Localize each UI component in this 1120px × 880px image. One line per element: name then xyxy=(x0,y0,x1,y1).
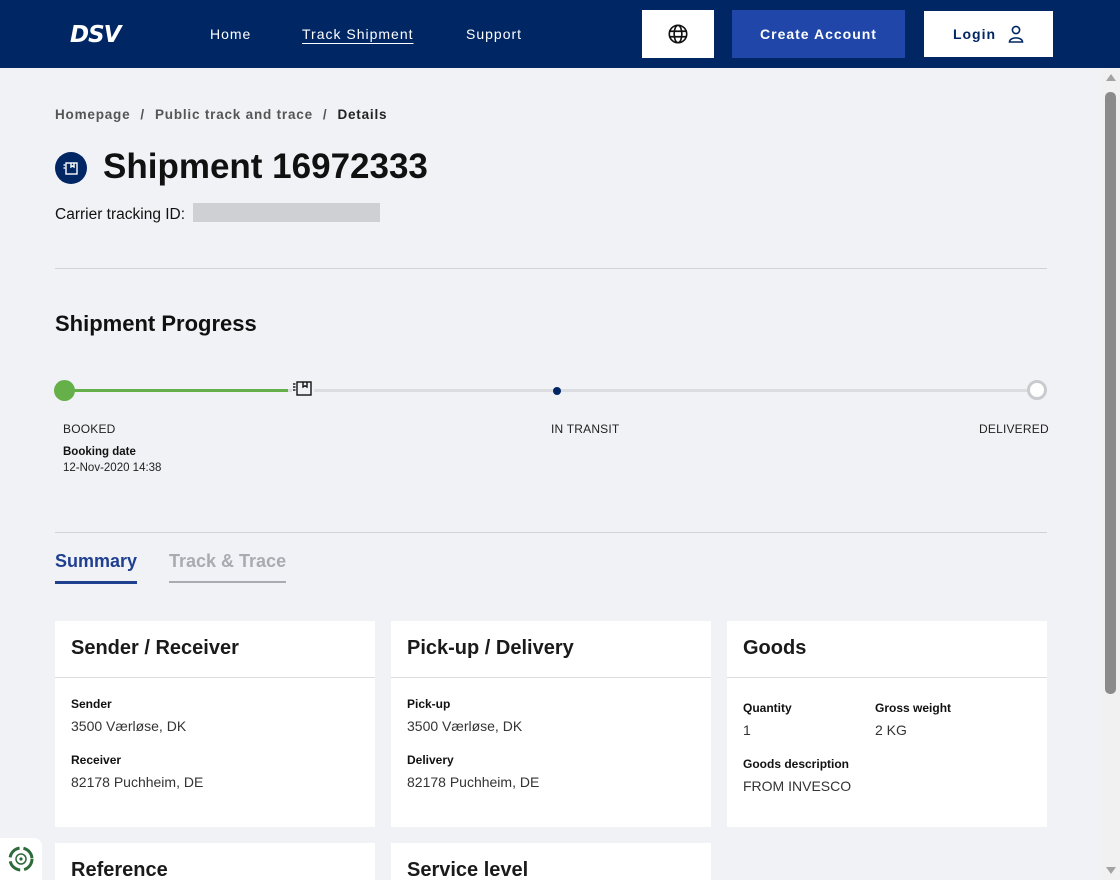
package-icon xyxy=(292,379,314,399)
nav-home-link[interactable]: Home xyxy=(210,26,252,42)
card-title: Sender / Receiver xyxy=(55,621,375,678)
page-title: Shipment 16972333 xyxy=(103,147,428,186)
recycle-badge-icon xyxy=(8,846,34,872)
dsv-logo[interactable]: DSV xyxy=(70,22,121,48)
login-button[interactable]: Login xyxy=(924,11,1053,57)
service-level-card: Service level xyxy=(391,843,711,880)
sender-value: 3500 Værløse, DK xyxy=(71,718,187,734)
receiver-value: 82178 Puchheim, DE xyxy=(71,774,204,790)
step-label-booked: BOOKED xyxy=(63,422,116,436)
shipment-badge xyxy=(55,152,87,184)
vertical-scrollbar[interactable] xyxy=(1102,68,1120,880)
globe-icon xyxy=(668,24,688,44)
goods-description-value: FROM INVESCO xyxy=(743,778,852,794)
step-label-delivered: DELIVERED xyxy=(979,422,1049,436)
card-title: Reference xyxy=(55,843,375,880)
tab-summary[interactable]: Summary xyxy=(55,551,138,584)
progress-track xyxy=(65,389,1037,392)
delivery-label: Delivery xyxy=(407,753,454,767)
quantity-label: Quantity xyxy=(743,701,792,715)
delivery-value: 82178 Puchheim, DE xyxy=(407,774,540,790)
goods-card: Goods Quantity 1 Gross weight 2 KG Goods… xyxy=(727,621,1047,827)
top-navigation-bar: DSV Home Track Shipment Support Create A… xyxy=(0,0,1120,68)
reference-card: Reference xyxy=(55,843,375,880)
booking-date-value: 12-Nov-2020 14:38 xyxy=(63,462,162,474)
gross-weight-label: Gross weight xyxy=(875,701,952,715)
card-title: Service level xyxy=(391,843,711,880)
breadcrumb-details: Details xyxy=(337,107,388,122)
package-icon xyxy=(63,162,78,175)
progress-dot-delivered xyxy=(1027,380,1047,400)
breadcrumb-homepage[interactable]: Homepage xyxy=(55,107,131,122)
pickup-delivery-card: Pick-up / Delivery Pick-up 3500 Værløse,… xyxy=(391,621,711,827)
login-label: Login xyxy=(952,26,997,42)
gross-weight-value: 2 KG xyxy=(875,722,907,738)
scroll-up-arrow-icon[interactable] xyxy=(1106,74,1116,81)
feedback-widget-button[interactable] xyxy=(0,838,42,880)
tab-track-and-trace[interactable]: Track & Trace xyxy=(169,551,287,583)
user-icon xyxy=(1008,25,1024,43)
breadcrumb-separator: / xyxy=(140,107,145,122)
nav-track-shipment-link[interactable]: Track Shipment xyxy=(302,26,414,42)
nav-support-link[interactable]: Support xyxy=(466,26,523,42)
quantity-value: 1 xyxy=(743,722,751,738)
scrollbar-thumb[interactable] xyxy=(1105,92,1116,694)
breadcrumb-public-track[interactable]: Public track and trace xyxy=(154,107,313,122)
carrier-tracking-id-redacted xyxy=(193,203,380,222)
goods-description-label: Goods description xyxy=(743,757,850,771)
breadcrumb-separator: / xyxy=(322,107,328,122)
booking-date-label: Booking date xyxy=(63,446,136,458)
divider xyxy=(55,532,1047,533)
progress-dot-in-transit xyxy=(553,387,561,395)
pickup-label: Pick-up xyxy=(407,697,451,711)
sender-label: Sender xyxy=(71,697,112,711)
receiver-label: Receiver xyxy=(71,753,122,767)
card-title: Pick-up / Delivery xyxy=(391,621,711,678)
language-button[interactable] xyxy=(642,10,714,58)
divider xyxy=(55,268,1047,269)
scroll-down-arrow-icon[interactable] xyxy=(1106,867,1116,874)
shipment-progress-title: Shipment Progress xyxy=(55,311,257,336)
create-account-button[interactable]: Create Account xyxy=(732,10,905,58)
carrier-tracking-label: Carrier tracking ID: xyxy=(55,206,186,223)
sender-receiver-card: Sender / Receiver Sender 3500 Værløse, D… xyxy=(55,621,375,827)
step-label-in-transit: IN TRANSIT xyxy=(551,422,620,436)
breadcrumb: Homepage / Public track and trace / Deta… xyxy=(55,107,387,122)
progress-track-fill xyxy=(65,389,288,392)
progress-dot-booked xyxy=(54,380,75,401)
pickup-value: 3500 Værløse, DK xyxy=(407,718,523,734)
card-title: Goods xyxy=(727,621,1047,678)
